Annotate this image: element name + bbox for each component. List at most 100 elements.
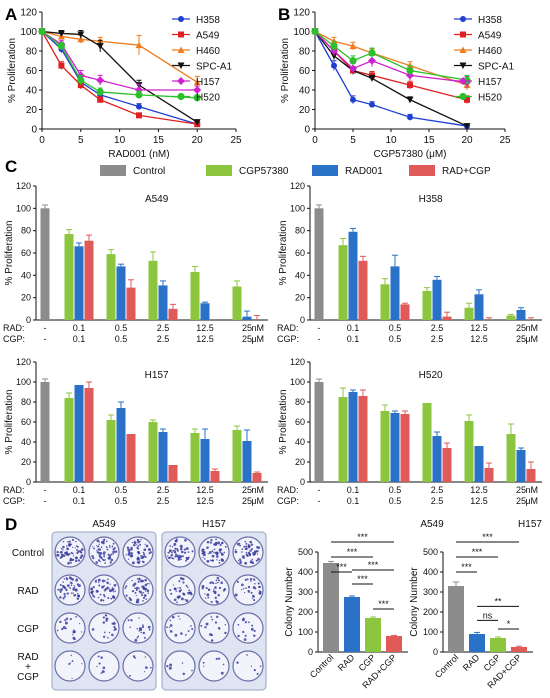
rad-dose-label: 0.5 — [115, 485, 128, 495]
y-tick-label: 60 — [299, 66, 311, 77]
y-tick-label: 60 — [21, 417, 31, 427]
bar — [148, 422, 158, 482]
rad-dose-label: - — [318, 485, 321, 495]
colony-dot — [243, 591, 246, 594]
bar — [511, 647, 527, 652]
colony-dot — [72, 660, 74, 662]
colony-dot — [172, 584, 174, 586]
plate-row-label: CGP — [17, 624, 39, 635]
colony-dot — [216, 559, 218, 561]
colony-dot — [137, 550, 140, 553]
bar — [469, 634, 485, 652]
y-tick-label: 40 — [21, 437, 31, 447]
bar — [464, 421, 474, 482]
colony-dot — [72, 592, 74, 594]
colony-dot — [99, 560, 101, 563]
cgp-dose-label: - — [318, 496, 321, 506]
bar — [400, 304, 410, 320]
bar — [84, 388, 94, 482]
colony-dot — [56, 629, 59, 632]
colony-dot — [244, 621, 248, 624]
bar — [506, 315, 516, 320]
colony-dot — [61, 627, 64, 631]
colony-dot — [96, 545, 98, 547]
bar — [526, 469, 536, 482]
subplot-title: H157 — [518, 519, 542, 530]
colony-dot — [70, 562, 72, 564]
colony-dot — [113, 551, 115, 553]
marker — [406, 96, 414, 104]
sig-label: ns — [483, 610, 493, 620]
bar — [190, 271, 200, 320]
unit-label: μM — [525, 334, 538, 344]
series-line — [41, 30, 198, 99]
colony-dot — [178, 554, 180, 556]
colony-dot — [70, 592, 73, 594]
colony-dot — [96, 589, 98, 592]
colony-dot — [259, 665, 262, 668]
bar — [358, 260, 368, 320]
rad-dose-label: 0.5 — [115, 323, 128, 333]
cgp-dose-label: 25 — [516, 496, 526, 506]
cgp-dose-label: 0.5 — [389, 496, 402, 506]
y-tick-label: 20 — [21, 457, 31, 467]
colony-dot — [97, 596, 100, 599]
colony-dot — [246, 548, 248, 550]
colony-dot — [71, 677, 73, 679]
colony-dot — [224, 624, 226, 626]
legend-label: A549 — [478, 30, 502, 41]
marker — [57, 30, 65, 37]
colony-dot — [109, 561, 112, 564]
colony-dot — [256, 672, 259, 676]
colony-dot — [114, 547, 116, 550]
colony-dot — [134, 638, 138, 642]
colony-dot — [144, 578, 147, 582]
colony-dot — [224, 631, 227, 635]
colony-dot — [90, 591, 94, 595]
x-tick-label: 5 — [350, 135, 356, 146]
colony-dot — [135, 586, 139, 590]
marker — [407, 82, 413, 89]
colony-dot — [201, 548, 205, 552]
colony-dot — [113, 629, 115, 632]
bar — [84, 240, 94, 320]
colony-dot — [74, 588, 78, 592]
colony-dot — [136, 578, 139, 580]
marker — [136, 103, 142, 110]
rad-dose-label: 25 — [242, 323, 252, 333]
bar — [484, 468, 494, 482]
colony-dot — [76, 597, 80, 600]
colony-dot — [250, 591, 253, 594]
colony-dot — [145, 556, 147, 558]
colony-dot — [101, 558, 104, 561]
unit-label: μM — [251, 334, 264, 344]
marker — [350, 96, 356, 103]
colony-dot — [74, 559, 78, 563]
colony-dot — [215, 538, 217, 541]
colony-dot — [247, 585, 251, 589]
colony-dot — [173, 598, 177, 602]
colony-dot — [110, 597, 113, 600]
bar — [168, 308, 178, 320]
colony-dot — [59, 590, 62, 593]
marker — [178, 31, 184, 38]
colony-dot — [180, 589, 183, 591]
colony-dot — [75, 540, 77, 543]
bar-control — [40, 382, 50, 482]
y-tick-label: 0 — [31, 125, 37, 136]
colony-dot — [111, 545, 114, 548]
colony-dot — [181, 555, 184, 558]
colony-dot — [104, 562, 107, 564]
y-tick-label: 80 — [21, 226, 31, 236]
cgp-dose-label: 0.1 — [73, 496, 86, 506]
colony-dot — [168, 666, 172, 670]
y-axis-label: % Proliferation — [278, 389, 289, 454]
colony-dot — [102, 666, 106, 670]
marker — [460, 16, 466, 22]
colony-dot — [185, 547, 189, 550]
colony-dot — [217, 579, 221, 582]
well — [232, 574, 264, 606]
marker — [406, 66, 414, 75]
y-tick-label: 20 — [26, 105, 38, 116]
colony-dot — [75, 579, 78, 582]
